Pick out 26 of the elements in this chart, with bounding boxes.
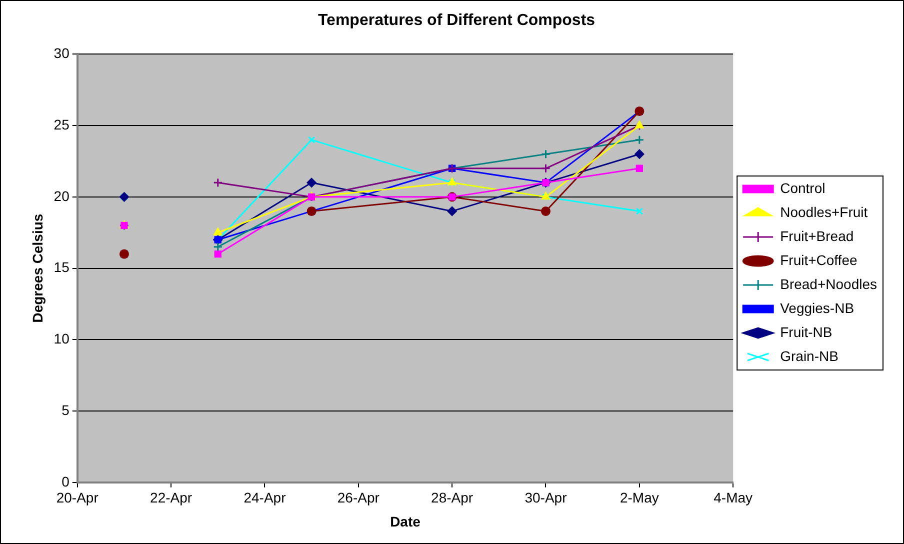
y-tick-label: 20	[54, 188, 70, 204]
legend-label: Grain-NB	[780, 348, 838, 364]
y-tick-label: 15	[54, 259, 70, 276]
y-tick-label: 10	[54, 330, 70, 347]
x-tick-label: 30-Apr	[524, 490, 568, 506]
y-tick-label: 5	[62, 402, 70, 418]
x-tick-label: 28-Apr	[431, 490, 474, 506]
x-tick-label: 2-May	[620, 490, 659, 506]
x-tick-label: 20-Apr	[56, 490, 99, 506]
chart-title: Temperatures of Different Composts	[318, 12, 596, 30]
legend-label: Bread+Noodles	[780, 276, 878, 292]
legend-label: Fruit-NB	[780, 324, 832, 340]
legend-label: Veggies-NB	[780, 300, 854, 316]
x-axis-title: Date	[390, 513, 421, 530]
x-tick-label: 24-Apr	[244, 490, 286, 506]
legend-label: Fruit+Bread	[780, 228, 854, 244]
y-tick-label: 0	[62, 473, 70, 490]
x-tick-label: 4-May	[714, 490, 753, 506]
y-axis-title: Degrees Celsius	[29, 214, 46, 323]
legend-label: Control	[780, 180, 826, 196]
legend-label: Fruit+Coffee	[780, 252, 858, 268]
x-tick-label: 22-Apr	[150, 490, 192, 506]
y-tick-label: 25	[54, 116, 70, 132]
x-tick-label: 26-Apr	[337, 490, 380, 506]
y-tick-label: 30	[54, 45, 70, 62]
legend-label: Noodles+Fruit	[780, 204, 868, 220]
